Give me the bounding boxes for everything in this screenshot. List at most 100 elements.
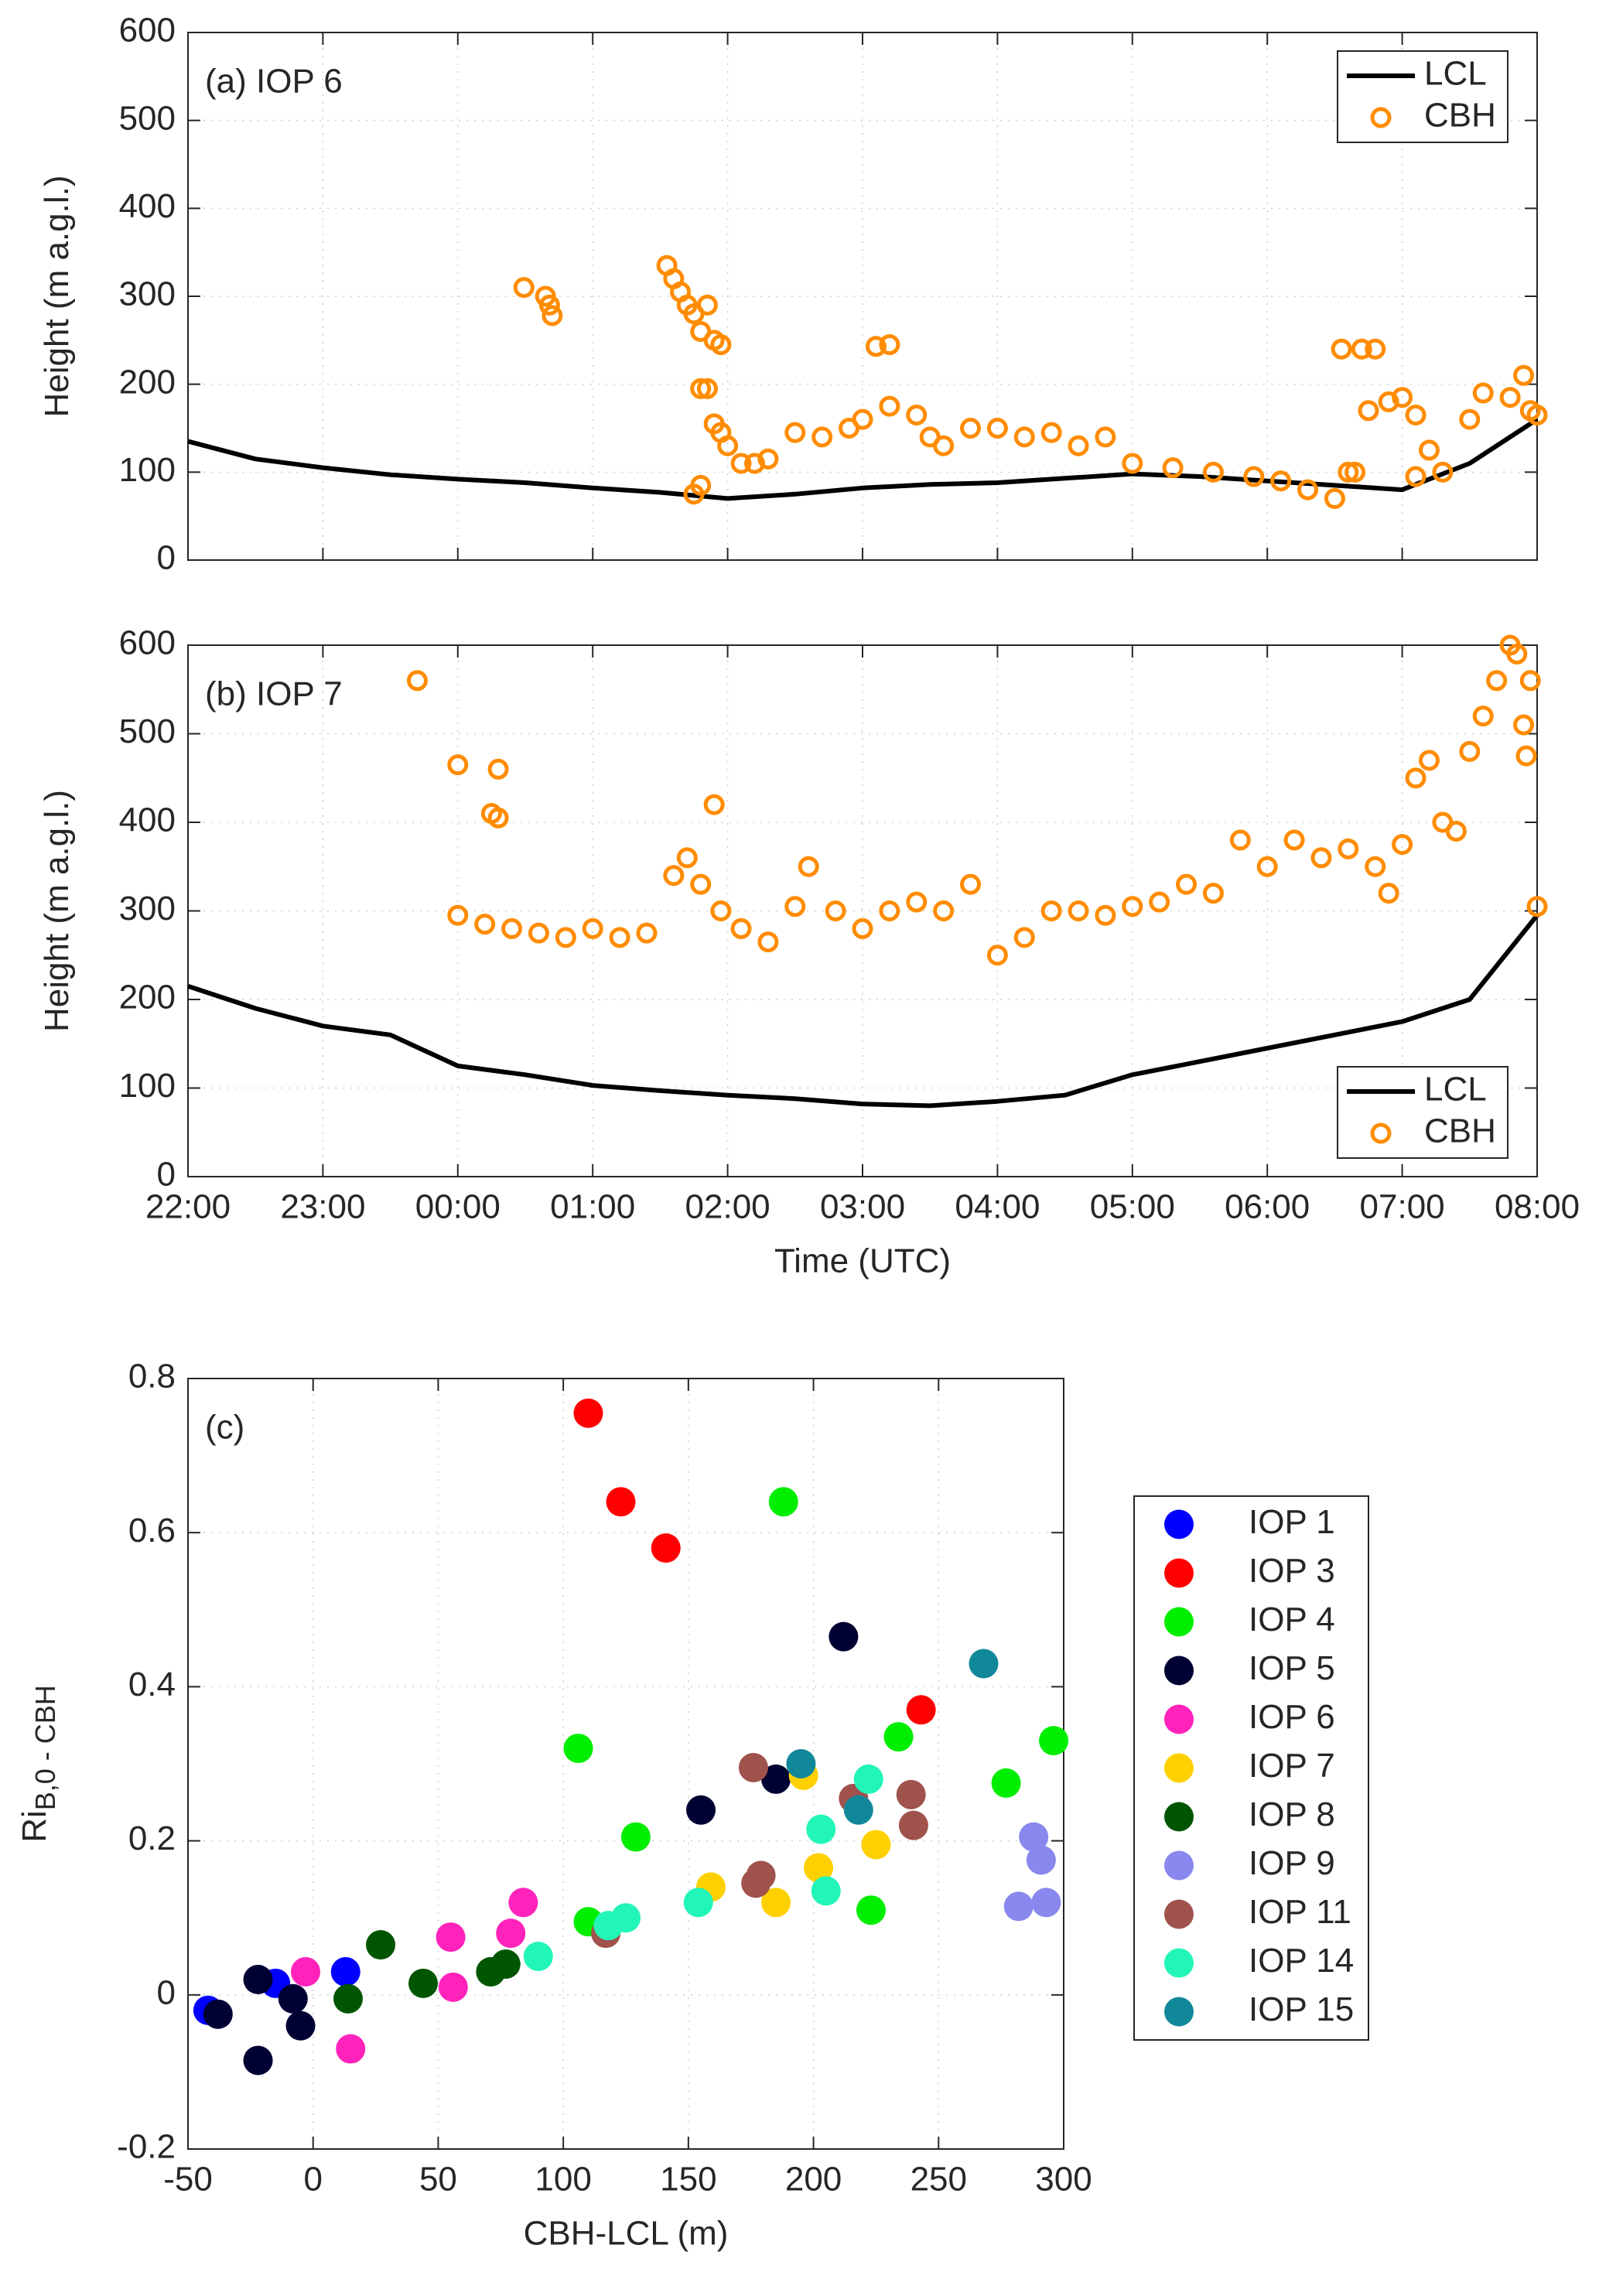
scatter-point <box>991 1768 1021 1798</box>
legend-swatch <box>1164 1997 1194 2027</box>
x-tick-label: 03:00 <box>820 1188 905 1226</box>
scatter-point <box>898 1810 928 1840</box>
cbh-marker <box>1519 670 1541 692</box>
panel-label: (b) IOP 7 <box>205 675 343 713</box>
x-tick-label: 08:00 <box>1495 1188 1580 1226</box>
cbh-marker <box>1513 364 1535 386</box>
legend-label: IOP 9 <box>1249 1844 1335 1882</box>
cbh-marker <box>1432 461 1454 483</box>
cbh-marker <box>663 865 685 887</box>
x-tick-label: 02:00 <box>685 1188 770 1226</box>
scatter-point <box>853 1764 883 1794</box>
cbh-marker <box>1338 838 1359 859</box>
scatter-point <box>333 1983 363 2014</box>
y-tick-label: 100 <box>119 1067 176 1105</box>
x-tick-label: 0 <box>303 2161 322 2199</box>
y-tick-label: 300 <box>119 275 176 313</box>
cbh-marker <box>1526 896 1548 917</box>
cbh-marker <box>1068 435 1089 456</box>
legend-swatch <box>1370 107 1392 128</box>
scatter-point <box>856 1895 886 1925</box>
cbh-marker <box>879 334 900 356</box>
legend-label: IOP 3 <box>1249 1552 1335 1590</box>
x-tick-label: 05:00 <box>1090 1188 1175 1226</box>
cbh-marker <box>1040 422 1062 443</box>
cbh-marker <box>1256 856 1278 877</box>
panel-label: (a) IOP 6 <box>205 63 343 101</box>
scatter-point <box>761 1764 791 1794</box>
y-axis-label: Height (m a.g.l.) <box>38 790 76 1032</box>
scatter-point <box>496 1918 526 1949</box>
y-tick-label: 400 <box>119 801 176 839</box>
cbh-marker <box>513 277 535 299</box>
x-tick-label: -50 <box>163 2161 213 2199</box>
scatter-point <box>438 1972 468 2002</box>
scatter-point <box>203 1999 233 2029</box>
scatter-point <box>768 1487 798 1517</box>
cbh-marker <box>1405 767 1426 789</box>
legend-swatch <box>1164 1607 1194 1637</box>
legend-label: IOP 11 <box>1249 1893 1351 1931</box>
cbh-marker <box>703 794 725 815</box>
cbh-marker <box>1013 426 1035 448</box>
cbh-marker <box>730 917 752 939</box>
legend-swatch <box>1164 1655 1194 1686</box>
legend-label: LCL <box>1424 1071 1487 1109</box>
y-tick-label: 0 <box>157 1973 176 2011</box>
axes-box <box>187 32 1538 561</box>
cbh-marker <box>1418 439 1440 461</box>
scatter-point <box>330 1956 360 1987</box>
panel: -50 0 50 100 150 200 250 300 -0.2 0 0.2 0.4 0.6 0.8 (c… <box>15 1358 1369 2253</box>
cbh-marker <box>879 395 900 417</box>
cbh-marker <box>784 896 806 917</box>
cbh-marker <box>1392 387 1413 408</box>
cbh-marker <box>933 435 955 456</box>
cbh-marker <box>1270 470 1292 492</box>
scatter-point <box>620 1822 651 1852</box>
cbh-marker <box>1445 820 1467 842</box>
cbh-marker <box>1243 466 1265 487</box>
panel: 22:00 23:00 00:00 01:00 02:00 03:00 04:00 05:00… <box>38 624 1580 1280</box>
x-tick-label: 07:00 <box>1360 1188 1445 1226</box>
cbh-marker <box>1283 829 1305 851</box>
scatter-point <box>606 1487 636 1517</box>
cbh-marker <box>933 900 955 921</box>
cbh-marker <box>636 922 658 944</box>
scatter-point <box>806 1814 836 1844</box>
scatter-point <box>1003 1891 1034 1922</box>
x-tick-label: 250 <box>911 2161 967 2199</box>
y-tick-label: 200 <box>119 363 176 401</box>
scatter-point <box>508 1888 538 1918</box>
scatter-point <box>1031 1888 1061 1918</box>
legend-swatch <box>1164 1802 1194 1832</box>
scatter-point <box>278 1983 308 2014</box>
scatter-point <box>611 1903 641 1933</box>
cbh-marker <box>1351 338 1372 360</box>
y-tick-label: 0.2 <box>128 1819 176 1857</box>
axes-box <box>187 644 1538 1177</box>
x-axis-label: Time (UTC) <box>774 1242 951 1280</box>
cbh-marker <box>1472 706 1494 727</box>
scatter-point <box>291 1956 321 1987</box>
cbh-marker <box>555 927 576 948</box>
y-axis-label-sub: B,0 - CBH <box>29 1685 61 1810</box>
cbh-marker <box>1331 338 1352 360</box>
legend-label: IOP 1 <box>1249 1503 1335 1541</box>
lcl-line <box>187 914 1539 1109</box>
cbh-marker <box>710 900 732 921</box>
cbh-marker <box>690 873 712 895</box>
legend-swatch <box>1164 1558 1194 1588</box>
cbh-marker <box>690 378 712 399</box>
y-tick-label: 100 <box>119 451 176 489</box>
y-tick-label: 600 <box>119 624 176 662</box>
scatter-point <box>811 1876 841 1906</box>
scatter-point <box>651 1533 681 1563</box>
y-tick-label: -0.2 <box>117 2128 176 2166</box>
cbh-marker <box>1040 900 1062 921</box>
cbh-marker <box>757 448 779 470</box>
cbh-marker <box>960 418 982 439</box>
scatter-point <box>969 1649 999 1679</box>
scatter-point <box>738 1752 768 1782</box>
scatter-point <box>786 1749 816 1778</box>
scatter-point <box>490 1949 521 1979</box>
